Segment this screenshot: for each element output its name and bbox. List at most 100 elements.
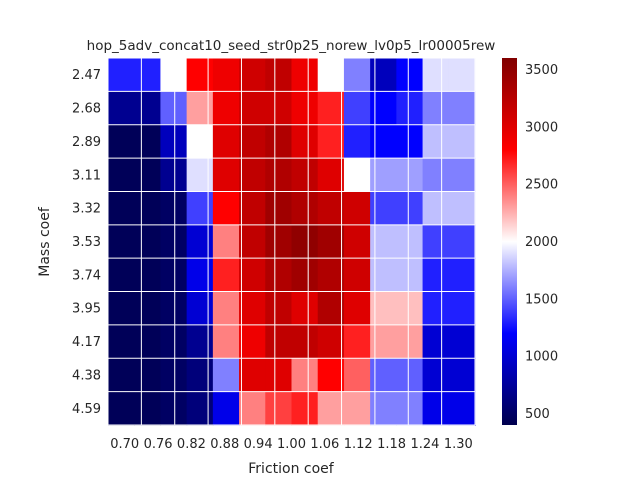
colorbar-tick-label: 1500 (525, 292, 558, 307)
heatmap-cell (265, 58, 293, 92)
heatmap-cell (239, 324, 266, 359)
heatmap-cell (422, 58, 450, 92)
colorbar-tick-label: 2000 (525, 235, 558, 250)
heatmap-cell (108, 391, 135, 426)
heatmap-cell (186, 91, 214, 126)
heatmap-cell (186, 224, 214, 259)
x-tick-label: 0.70 (110, 437, 139, 452)
heatmap-cell (134, 124, 162, 159)
heatmap-cell (422, 158, 450, 193)
heatmap-cell (370, 124, 397, 159)
heatmap-cell (265, 124, 293, 159)
heatmap-cell (317, 58, 345, 92)
heatmap-cell (212, 191, 240, 226)
heatmap-cell (317, 91, 345, 126)
heatmap-cell (422, 124, 450, 159)
heatmap-cell (265, 291, 293, 326)
heatmap-cell (212, 91, 240, 126)
heatmap-cell (134, 324, 162, 359)
heatmap-cell (160, 91, 188, 126)
heatmap-cell (343, 291, 371, 326)
heatmap-cell (265, 224, 293, 259)
heatmap-cell (422, 224, 450, 259)
heatmap-cell (448, 358, 476, 393)
heatmap-cell (239, 224, 266, 259)
heatmap-cell (317, 391, 345, 426)
heatmap-cell (396, 224, 424, 259)
heatmap-cell (343, 191, 371, 226)
x-tick-label: 0.94 (244, 437, 273, 452)
heatmap-cell (422, 291, 450, 326)
heatmap-cell (422, 324, 450, 359)
heatmap-cell (422, 391, 450, 426)
heatmap-cell (108, 291, 135, 326)
heatmap-cell (108, 158, 135, 193)
heatmap-cell (448, 91, 476, 126)
heatmap-cell (317, 124, 345, 159)
heatmap-cell (212, 158, 240, 193)
heatmap-cell (422, 258, 450, 293)
x-tick-label: 0.82 (177, 437, 206, 452)
heatmap-cell (265, 191, 293, 226)
colorbar-tick-label: 1000 (525, 350, 558, 365)
y-tick-label: 2.68 (72, 102, 101, 117)
heatmap-cell (396, 158, 424, 193)
heatmap-cell (396, 258, 424, 293)
heatmap-cell (370, 91, 397, 126)
heatmap-cell (186, 124, 214, 159)
heatmap-cell (160, 358, 188, 393)
heatmap-cell (370, 291, 397, 326)
heatmap-cell (212, 258, 240, 293)
heatmap-cell (134, 258, 162, 293)
heatmap-cell (370, 58, 397, 92)
x-tick-label: 1.00 (277, 437, 306, 452)
heatmap-cell (448, 391, 476, 426)
heatmap-cell (448, 158, 476, 193)
x-tick-label: 1.30 (444, 437, 473, 452)
heatmap-cell (343, 391, 371, 426)
heatmap-cell (108, 324, 135, 359)
heatmap-cell (396, 91, 424, 126)
y-tick-label: 2.89 (72, 135, 101, 150)
heatmap-cell (370, 191, 397, 226)
heatmap-cell (448, 258, 476, 293)
heatmap-cell (212, 391, 240, 426)
heatmap-cell (134, 58, 162, 92)
heatmap-cell (212, 224, 240, 259)
x-tick-label: 1.18 (377, 437, 406, 452)
heatmap-cell (186, 358, 214, 393)
heatmap-cell (448, 224, 476, 259)
x-tick-label: 1.06 (310, 437, 339, 452)
heatmap-cell (186, 258, 214, 293)
heatmap-cell (239, 191, 266, 226)
heatmap-cell (239, 291, 266, 326)
heatmap-cell (396, 191, 424, 226)
y-tick-label: 3.11 (72, 168, 101, 183)
heatmap-cell (265, 324, 293, 359)
x-tick-label: 1.24 (410, 437, 439, 452)
heatmap-cell (317, 191, 345, 226)
heatmap-gridlines (107, 57, 476, 426)
y-tick-label: 3.74 (72, 268, 101, 283)
heatmap-cell (108, 124, 135, 159)
x-tick-label: 0.76 (144, 437, 173, 452)
y-tick-label: 4.17 (72, 335, 101, 350)
heatmap-cell (448, 58, 476, 92)
heatmap-cell (343, 91, 371, 126)
heatmap-cell (265, 91, 293, 126)
heatmap-cell (448, 324, 476, 359)
chart-title: hop_5adv_concat10_seed_str0p25_norew_lv0… (87, 38, 496, 54)
heatmap-cell (265, 358, 293, 393)
heatmap-cell (370, 258, 397, 293)
heatmap-cell (239, 91, 266, 126)
heatmap-cell (186, 391, 214, 426)
heatmap-cell (343, 324, 371, 359)
heatmap-cell (396, 391, 424, 426)
heatmap-cell (396, 58, 424, 92)
heatmap-cell (422, 191, 450, 226)
heatmap-cell (239, 158, 266, 193)
heatmap-cell (396, 358, 424, 393)
heatmap-cell (160, 158, 188, 193)
heatmap-cell (108, 224, 135, 259)
heatmap-cell (239, 391, 266, 426)
